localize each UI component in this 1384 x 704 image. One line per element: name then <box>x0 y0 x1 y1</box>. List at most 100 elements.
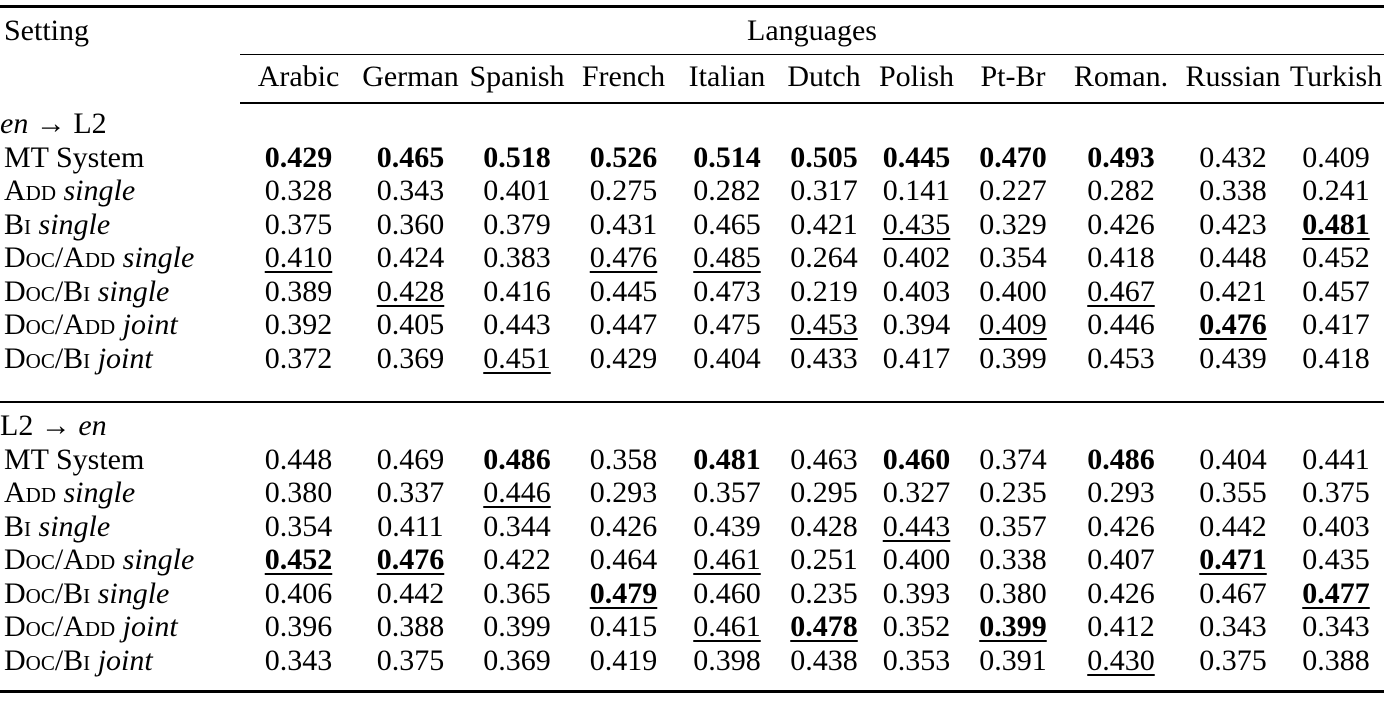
value: 0.403 <box>1302 509 1370 543</box>
value: 0.393 <box>882 576 951 610</box>
value: 0.467 <box>1199 576 1267 610</box>
value-underlined: 0.435 <box>882 207 951 241</box>
value: 0.418 <box>1302 341 1370 375</box>
value: 0.394 <box>882 308 951 341</box>
value-cell: 0.426 <box>1064 510 1178 544</box>
value-cell: 0.439 <box>677 510 777 544</box>
value-cell: 0.446 <box>464 476 570 510</box>
value-cell: 0.235 <box>962 476 1064 510</box>
value-cell: 0.375 <box>1178 644 1288 692</box>
row-label: Doc/Bi joint <box>0 342 240 403</box>
value-cell: 0.394 <box>871 308 962 342</box>
value: 0.412 <box>1087 610 1155 643</box>
value-bold: 0.470 <box>979 140 1047 174</box>
value-cell: 0.476 <box>357 543 464 577</box>
label-smallcaps-part: Doc/Bi <box>4 576 91 610</box>
label-smallcaps-part: Doc/Add <box>4 308 116 341</box>
value-bold-underlined: 0.471 <box>1199 543 1267 576</box>
value-cell: 0.435 <box>1288 543 1384 577</box>
label-text-part: MT System <box>4 140 145 174</box>
value: 0.354 <box>264 509 333 543</box>
column-header-german: German <box>357 54 464 104</box>
value: 0.375 <box>376 643 445 677</box>
column-header-dutch: Dutch <box>777 54 871 104</box>
value-cell: 0.486 <box>464 443 570 477</box>
value: 0.392 <box>264 308 333 341</box>
value-bold-underlined: 0.399 <box>979 610 1047 643</box>
row-label: Add single <box>0 174 240 208</box>
value: 0.400 <box>979 274 1047 308</box>
column-header-italian: Italian <box>677 54 777 104</box>
value-cell: 0.451 <box>464 342 570 403</box>
value: 0.402 <box>882 241 951 274</box>
value-cell: 0.293 <box>570 476 677 510</box>
value: 0.400 <box>882 543 951 576</box>
section-label-row: en → L2 <box>0 103 1384 141</box>
label-text-part <box>31 510 39 543</box>
value: 0.409 <box>1302 140 1370 174</box>
value-cell: 0.338 <box>1178 174 1288 208</box>
value-cell: 0.463 <box>777 443 871 477</box>
value-cell: 0.410 <box>240 241 357 275</box>
value-cell: 0.431 <box>570 208 677 242</box>
table-row-mt-system: MT System 0.429 0.465 0.518 0.526 0.514 0.505 0… <box>0 141 1384 175</box>
value-cell: 0.417 <box>871 342 962 403</box>
value-cell: 0.352 <box>871 610 962 644</box>
label-text-part <box>90 644 98 677</box>
row-label: Doc/Bi single <box>0 577 240 611</box>
value: 0.401 <box>483 174 551 207</box>
section-en-to-l2: en → L2 MT System 0.429 0.465 0.518 0.526 0.51… <box>0 103 1384 402</box>
value-cell: 0.426 <box>570 510 677 544</box>
value-cell: 0.426 <box>1064 577 1178 611</box>
value-cell: 0.471 <box>1178 543 1288 577</box>
value: 0.448 <box>264 442 333 476</box>
value-cell: 0.467 <box>1178 577 1288 611</box>
value-cell: 0.465 <box>677 208 777 242</box>
label-text-part: L2 → <box>0 409 79 442</box>
value-cell: 0.343 <box>357 174 464 208</box>
value-cell: 0.514 <box>677 141 777 175</box>
value-cell: 0.441 <box>1288 443 1384 477</box>
value-bold: 0.460 <box>882 442 951 476</box>
value: 0.374 <box>979 442 1047 476</box>
value-cell: 0.355 <box>1178 476 1288 510</box>
value-underlined: 0.476 <box>589 241 658 274</box>
value: 0.344 <box>483 509 551 543</box>
value-cell: 0.399 <box>962 610 1064 644</box>
value-cell: 0.518 <box>464 141 570 175</box>
value-cell: 0.464 <box>570 543 677 577</box>
value-underlined: 0.461 <box>693 543 761 576</box>
value-cell: 0.375 <box>1288 476 1384 510</box>
value: 0.433 <box>790 341 858 375</box>
value: 0.460 <box>693 576 761 610</box>
value: 0.379 <box>483 207 551 241</box>
value: 0.426 <box>1087 207 1155 241</box>
value: 0.235 <box>790 576 858 610</box>
value: 0.375 <box>1302 476 1370 509</box>
value: 0.337 <box>376 476 445 509</box>
label-smallcaps-part: Doc/Add <box>4 241 116 274</box>
label-text-part <box>115 610 123 643</box>
value: 0.355 <box>1199 476 1267 509</box>
label-italic-part: single <box>38 509 111 543</box>
value-cell: 0.295 <box>777 476 871 510</box>
value-cell: 0.461 <box>677 543 777 577</box>
value-cell: 0.399 <box>464 610 570 644</box>
value-cell: 0.411 <box>357 510 464 544</box>
value-underlined: 0.410 <box>264 241 333 274</box>
value: 0.404 <box>1199 442 1267 476</box>
value: 0.426 <box>589 509 658 543</box>
value-bold: 0.429 <box>264 140 333 174</box>
value: 0.405 <box>376 308 445 341</box>
value: 0.357 <box>979 509 1047 543</box>
value-cell: 0.360 <box>357 208 464 242</box>
value: 0.431 <box>589 207 658 241</box>
column-header-turkish: Turkish <box>1288 54 1384 104</box>
label-italic-part: single <box>97 576 170 610</box>
value: 0.357 <box>693 476 761 509</box>
value: 0.388 <box>376 610 445 643</box>
value-cell: 0.421 <box>777 208 871 242</box>
table-row-doc-bi-single: Doc/Bi single 0.406 0.442 0.365 0.479 0.460 0.… <box>0 577 1384 611</box>
value-cell: 0.380 <box>240 476 357 510</box>
value: 0.473 <box>693 274 761 308</box>
